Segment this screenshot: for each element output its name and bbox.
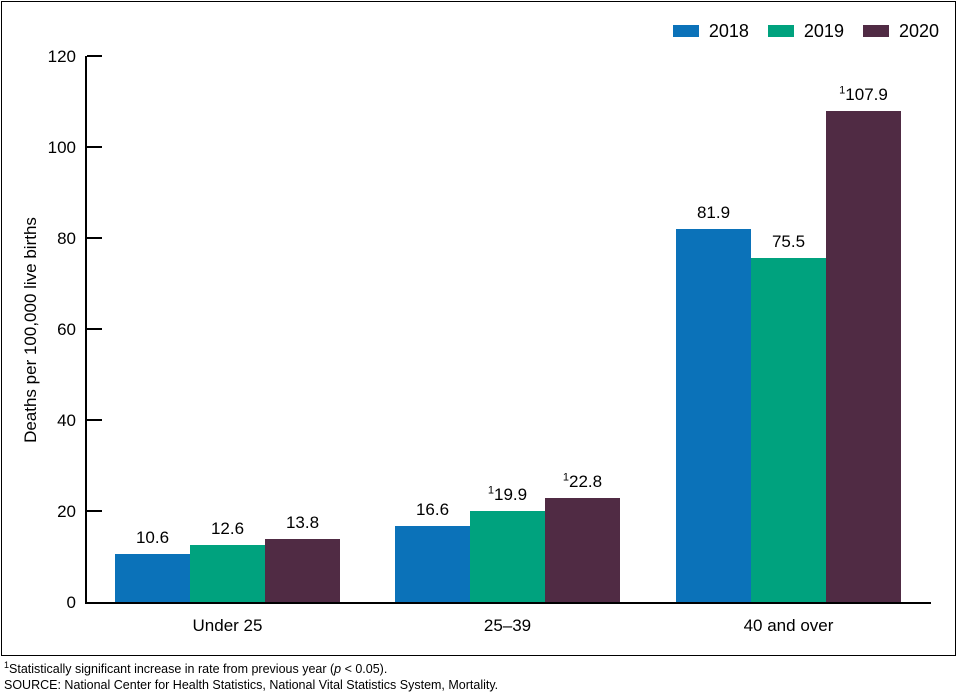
bar-2018-2 [676, 229, 751, 602]
bar-value-label: 10.6 [135, 528, 170, 547]
y-tick-mark [87, 419, 102, 421]
bar-2020-2 [826, 111, 901, 602]
y-tick-mark [87, 328, 102, 330]
legend-item-2020: 2020 [862, 21, 939, 41]
bar-value-label: 122.8 [562, 471, 603, 491]
footnote-marker: 1 [4, 659, 10, 670]
legend-label: 2018 [708, 21, 749, 41]
chart-frame [1, 1, 956, 656]
y-tick-mark [87, 55, 102, 57]
bar-2018-0 [115, 554, 190, 602]
y-tick-label: 120 [47, 47, 76, 66]
bar-value-label: 81.9 [696, 203, 731, 222]
footnote-text: Statistically significant increase in ra… [9, 662, 335, 676]
bar-value-label: 13.8 [285, 513, 320, 532]
legend-swatch [672, 25, 699, 37]
footnote-rest: < 0.05). [341, 662, 388, 676]
y-tick-mark [87, 237, 102, 239]
y-tick-mark [87, 146, 102, 148]
footnote-source: SOURCE: National Center for Health Stati… [4, 677, 499, 692]
y-tick-label: 100 [47, 138, 76, 157]
x-axis-line [85, 602, 931, 604]
footnotes: 1Statistically significant increase in r… [4, 659, 499, 693]
footnote-p-symbol: p [334, 662, 342, 676]
y-tick-mark [87, 510, 102, 512]
legend-item-2018: 2018 [672, 21, 749, 41]
bar-2020-1 [545, 498, 620, 602]
y-tick-label: 0 [66, 593, 76, 612]
category-label: 40 and over [743, 616, 834, 635]
y-axis-line [85, 56, 87, 604]
bar-2020-0 [265, 539, 340, 602]
category-label: Under 25 [192, 616, 263, 635]
bar-2019-2 [751, 258, 826, 602]
legend-label: 2019 [803, 21, 844, 41]
legend: 2018 2019 2020 [672, 21, 939, 41]
bar-value-label: 16.6 [415, 500, 450, 519]
footnote-significance: 1Statistically significant increase in r… [4, 659, 498, 678]
bar-2019-0 [190, 545, 265, 602]
y-tick-label: 20 [57, 502, 76, 521]
y-tick-label: 40 [57, 411, 76, 430]
y-tick-label: 80 [57, 229, 76, 248]
bar-2019-1 [470, 511, 545, 602]
bar-value-label: 12.6 [210, 519, 245, 538]
bar-2018-1 [395, 526, 470, 602]
legend-swatch [862, 25, 889, 37]
legend-label: 2020 [898, 21, 939, 41]
y-tick-label: 60 [57, 320, 76, 339]
category-label: 25–39 [483, 616, 532, 635]
bar-value-label: 1107.9 [839, 84, 888, 104]
legend-swatch [767, 25, 794, 37]
bar-value-label: 75.5 [771, 232, 806, 251]
legend-item-2019: 2019 [767, 21, 844, 41]
bar-value-label: 119.9 [487, 484, 528, 504]
